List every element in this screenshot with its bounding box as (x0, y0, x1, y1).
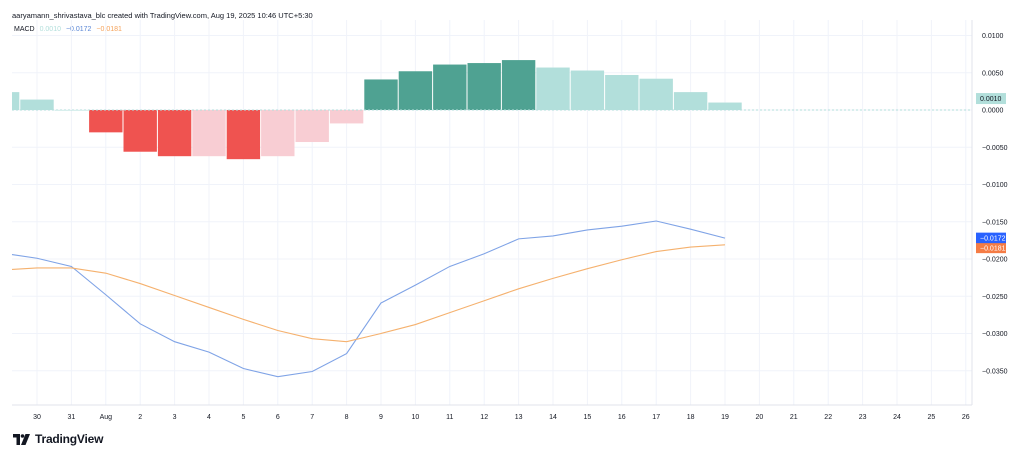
histogram-bar (89, 110, 123, 133)
macd-tag-bg (976, 232, 1006, 244)
y-tick-label: −0.0250 (982, 294, 1008, 301)
y-tick-label: −0.0050 (982, 145, 1008, 152)
x-tick-label: 16 (618, 414, 626, 421)
macd-tag-label: −0.0172 (980, 236, 1006, 243)
chart-attribution: aaryamann_shrivastava_blc created with T… (12, 11, 313, 20)
indicator-legend[interactable]: MACD 0.0010 −0.0172 −0.0181 (14, 26, 125, 33)
x-tick-label: 23 (859, 414, 867, 421)
x-tick-label: 2 (138, 414, 142, 421)
x-tick-label: 9 (379, 414, 383, 421)
histogram-bar (398, 71, 433, 110)
histogram-bar (192, 110, 226, 157)
signal-tag-label: −0.0181 (980, 246, 1006, 253)
histogram-bar (708, 102, 742, 110)
histogram-bar (54, 110, 89, 111)
x-tick-label: 12 (480, 414, 488, 421)
x-tick-label: 13 (515, 414, 523, 421)
y-tick-label: −0.0100 (982, 182, 1008, 189)
histogram-bars (12, 60, 742, 160)
x-tick-label: Aug (100, 414, 113, 421)
x-tick-label: 19 (721, 414, 729, 421)
histogram-bar (20, 99, 54, 110)
legend-histogram-value: 0.0010 (39, 26, 61, 33)
histogram-bar (673, 92, 708, 110)
tradingview-logo[interactable]: TradingView (13, 432, 103, 446)
histogram-bar (364, 79, 398, 110)
tradingview-logo-icon (13, 433, 30, 445)
histogram-bar (570, 70, 605, 110)
x-tick-label: 17 (652, 414, 660, 421)
y-tick-label: 0.0000 (982, 108, 1004, 115)
signal-tag-bg (976, 243, 1006, 254)
x-tick-label: 6 (276, 414, 280, 421)
histogram-bar (157, 110, 192, 157)
histogram-bar (295, 110, 329, 143)
x-tick-label: 14 (549, 414, 557, 421)
histogram-bar (261, 110, 295, 157)
time-scale[interactable]: 30 31 Aug 2 3 4 5 6 7 8 9 10 11 12 13 14 15 16 17 18 19 20 21 2… (33, 414, 970, 421)
price-scale[interactable]: 0.0100 0.0050 0.0000 −0.0050 −0.0100 −0.0150 −… (982, 33, 1008, 375)
y-tick-label: 0.0050 (982, 70, 1004, 77)
x-tick-label: 21 (790, 414, 798, 421)
histogram-bar (433, 64, 467, 110)
histogram-bar (639, 78, 673, 110)
x-tick-label: 31 (68, 414, 76, 421)
x-tick-label: 18 (687, 414, 695, 421)
histogram-bar (536, 67, 570, 110)
x-tick-label: 15 (584, 414, 592, 421)
y-tick-label: 0.0100 (982, 33, 1004, 40)
signal-line (11, 244, 726, 343)
x-tick-label: 30 (33, 414, 41, 421)
histogram-bar (226, 110, 261, 160)
y-tick-label: −0.0350 (982, 368, 1008, 375)
macd-line (11, 220, 726, 378)
histogram-bar (605, 74, 639, 110)
histogram-bar (12, 92, 20, 110)
x-tick-label: 20 (756, 414, 764, 421)
x-tick-label: 7 (310, 414, 314, 421)
hist-tag-label: 0.0010 (980, 96, 1002, 103)
x-tick-label: 24 (893, 414, 901, 421)
macd-signal-lines (11, 220, 726, 378)
y-tick-label: −0.0200 (982, 257, 1008, 264)
hist-tag-bg (976, 93, 1006, 105)
x-tick-label: 5 (241, 414, 245, 421)
tradingview-brand-name: TradingView (35, 432, 104, 446)
histogram-bar (467, 63, 501, 110)
x-tick-label: 26 (962, 414, 970, 421)
x-tick-label: 4 (207, 414, 211, 421)
y-tick-label: −0.0150 (982, 219, 1008, 226)
x-tick-label: 22 (824, 414, 832, 421)
legend-signal-value: −0.0181 (96, 26, 122, 33)
last-value-tags: 0.0010 −0.0172 −0.0181 (976, 93, 1006, 254)
histogram-bar (501, 60, 536, 110)
x-tick-label: 11 (446, 414, 453, 421)
x-tick-label: 8 (345, 414, 349, 421)
y-tick-label: −0.0300 (982, 331, 1008, 338)
legend-macd-value: −0.0172 (65, 26, 92, 33)
histogram-bar (329, 110, 364, 124)
x-tick-label: 10 (412, 414, 420, 421)
legend-indicator-name: MACD (14, 26, 35, 33)
x-tick-label: 3 (173, 414, 177, 421)
x-tick-label: 25 (928, 414, 936, 421)
histogram-bar (123, 110, 157, 152)
